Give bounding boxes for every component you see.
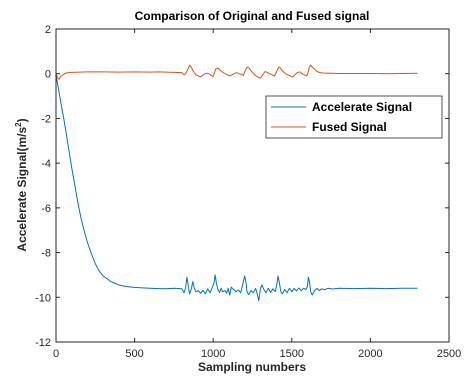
x-axis-title: Sampling numbers xyxy=(198,360,306,374)
y-axis-title: Accelerate Signal(m/s2) xyxy=(14,118,29,251)
x-tick-label: 1500 xyxy=(280,348,304,360)
plot-area xyxy=(56,29,449,342)
series-lines xyxy=(55,64,418,302)
legend-label-accelerate: Accelerate Signal xyxy=(312,100,412,114)
x-tick-label: 500 xyxy=(125,348,143,360)
x-tick-label: 2500 xyxy=(437,348,461,360)
y-tick-label: 2 xyxy=(45,24,51,36)
series-line-fused xyxy=(55,64,418,80)
y-tick-label: -4 xyxy=(41,158,51,170)
y-axis-title-main: Accelerate Signal(m/s xyxy=(15,127,29,252)
x-tick-label: 0 xyxy=(53,348,59,360)
y-tick-label: -2 xyxy=(41,113,51,125)
y-tick-label: -6 xyxy=(41,203,51,215)
y-axis-title-superscript: 2 xyxy=(14,122,23,127)
y-tick-label: -10 xyxy=(35,292,51,304)
legend-box xyxy=(265,95,443,139)
y-tick-label: 0 xyxy=(45,69,51,81)
y-axis-ticks: -12 -10 -8 -6 -4 -2 0 2 xyxy=(35,24,449,349)
legend-label-fused: Fused Signal xyxy=(312,120,387,134)
chart-title: Comparison of Original and Fused signal xyxy=(135,9,370,23)
legend: Accelerate Signal Fused Signal xyxy=(265,95,443,139)
x-tick-label: 2000 xyxy=(358,348,382,360)
x-tick-label: 1000 xyxy=(201,348,225,360)
y-tick-label: -8 xyxy=(41,248,51,260)
y-axis-title-tail: ) xyxy=(15,118,29,122)
y-tick-label: -12 xyxy=(35,337,51,349)
plot-frame xyxy=(55,28,450,343)
series-line-accelerate xyxy=(55,74,418,302)
